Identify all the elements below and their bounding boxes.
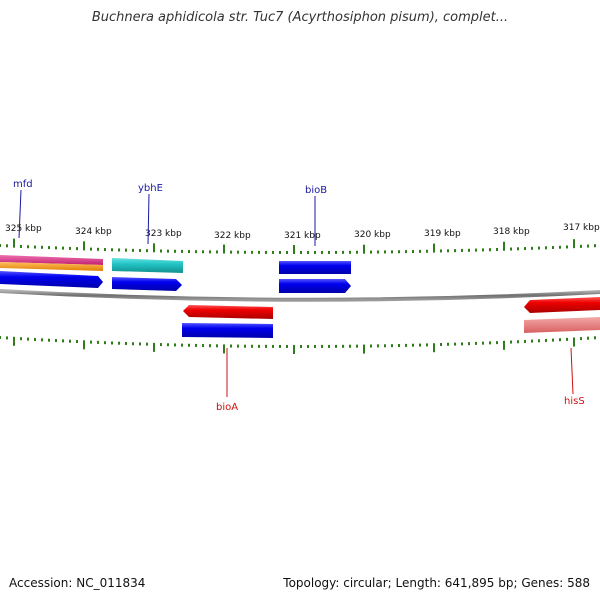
genome-backbone <box>0 289 600 302</box>
accession-text: Accession: NC_011834 <box>9 576 146 590</box>
outer-tick-ring <box>0 238 596 254</box>
tick-label-325: 325 kbp <box>5 224 42 234</box>
tick-label-321: 321 kbp <box>284 231 321 241</box>
tick-label-320: 320 kbp <box>354 230 391 240</box>
gene-labels: mfd ybhE bioB bioA hisS <box>13 179 585 413</box>
genome-summary-text: Topology: circular; Length: 641,895 bp; … <box>283 576 590 590</box>
forward-strand-features <box>0 255 351 293</box>
ybhE-gene-arrow[interactable] <box>112 277 182 291</box>
bioA-gene-arrow[interactable] <box>183 305 273 319</box>
inner-tick-ring <box>0 336 596 354</box>
gene-label-mfd: mfd <box>13 179 33 190</box>
gene-label-bioA: bioA <box>216 402 238 413</box>
gene-leaders <box>18 189 574 397</box>
hisS-gene-arrow[interactable] <box>524 297 600 313</box>
gene-label-hisS: hisS <box>564 396 585 407</box>
hisS-leader-line <box>570 347 574 395</box>
ybhE-band[interactable] <box>112 258 183 273</box>
ybhE-leader-line <box>147 193 150 245</box>
mfd-gene-arrow[interactable] <box>0 271 103 288</box>
gene-label-ybhE: ybhE <box>138 183 163 194</box>
bioB-band[interactable] <box>279 261 351 274</box>
mfd-orange-band[interactable] <box>0 262 103 271</box>
mfd-leader-line <box>18 189 22 239</box>
scale-labels: 325 kbp 324 kbp 323 kbp 322 kbp 321 kbp … <box>5 223 600 241</box>
tick-label-323: 323 kbp <box>145 229 182 239</box>
tick-label-324: 324 kbp <box>75 227 112 237</box>
tick-label-317: 317 kbp <box>563 223 600 233</box>
tick-label-318: 318 kbp <box>493 227 530 237</box>
mfd-pink-band[interactable] <box>0 255 103 265</box>
bioB-gene-arrow[interactable] <box>279 279 351 293</box>
hisS-band[interactable] <box>524 317 600 333</box>
bioA-band[interactable] <box>182 323 273 338</box>
map-title: Buchnera aphidicola str. Tuc7 (Acyrthosi… <box>91 10 509 25</box>
tick-label-319: 319 kbp <box>424 229 461 239</box>
reverse-strand-features <box>182 297 600 338</box>
tick-label-322: 322 kbp <box>214 231 251 241</box>
gene-label-bioB: bioB <box>305 185 327 196</box>
